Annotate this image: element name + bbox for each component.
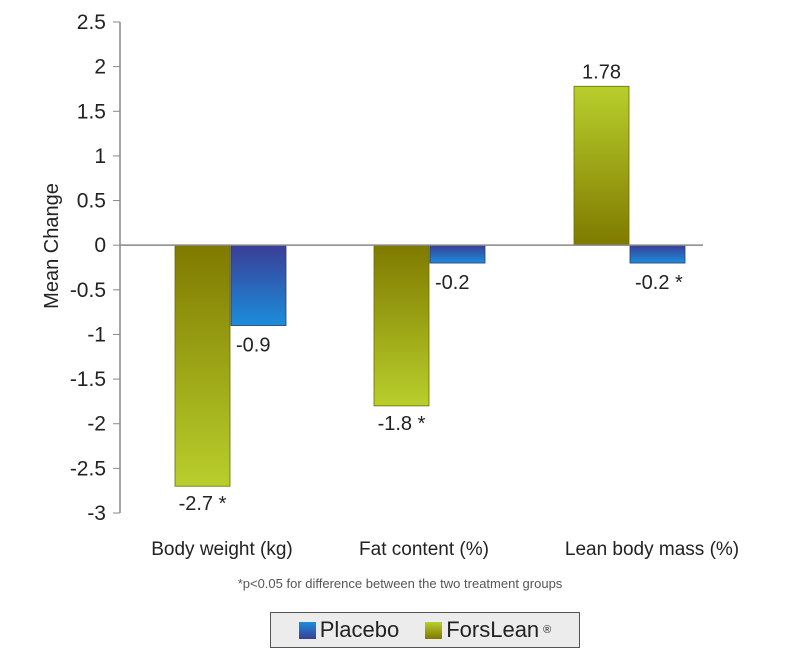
forslean-swatch <box>425 621 443 639</box>
y-tick-label: -1.5 <box>70 368 106 391</box>
x-tick-label: Lean body mass (%) <box>565 539 739 560</box>
bar-placebo <box>230 244 287 326</box>
data-label-placebo: -0.2 * <box>635 272 683 294</box>
bar-forslean <box>373 244 430 407</box>
x-tick-label: Body weight (kg) <box>151 539 293 560</box>
x-tick-label: Fat content (%) <box>359 539 489 560</box>
data-label-forslean: -1.8 * <box>378 413 426 435</box>
data-label-placebo: -0.9 <box>236 335 270 357</box>
registered-mark: ® <box>543 624 552 636</box>
y-tick-label: 0.5 <box>77 190 106 213</box>
y-tick-label: 0 <box>94 234 106 257</box>
y-tick-label: -1 <box>87 323 106 346</box>
legend-item-forslean: ForsLean ® <box>425 617 551 643</box>
data-label-forslean: 1.78 <box>582 61 621 83</box>
legend-label-placebo: Placebo <box>319 617 400 642</box>
y-tick-label: -3 <box>87 502 106 525</box>
y-tick-label: 1 <box>94 145 106 168</box>
y-tick-label: 1.5 <box>77 100 106 123</box>
bar-forslean <box>174 244 231 487</box>
legend-item-placebo: Placebo <box>298 617 400 643</box>
y-tick-label: -2 <box>87 413 106 436</box>
footnote: *p<0.05 for difference between the two t… <box>237 576 563 591</box>
legend: Placebo ForsLean ® <box>270 612 580 648</box>
y-tick-label: -2.5 <box>70 457 106 480</box>
legend-label-forslean: ForsLean <box>446 617 540 642</box>
y-axis-label: Mean Change <box>41 183 63 309</box>
bar-forslean <box>573 85 630 246</box>
placebo-swatch <box>298 621 316 639</box>
y-tick-label: 2.5 <box>77 11 106 34</box>
y-tick-label: -0.5 <box>70 279 106 302</box>
bar-placebo <box>429 244 486 264</box>
y-tick-label: 2 <box>94 56 106 79</box>
data-label-placebo: -0.2 <box>435 272 469 294</box>
data-label-forslean: -2.7 * <box>179 493 227 515</box>
bar-placebo <box>629 244 686 264</box>
